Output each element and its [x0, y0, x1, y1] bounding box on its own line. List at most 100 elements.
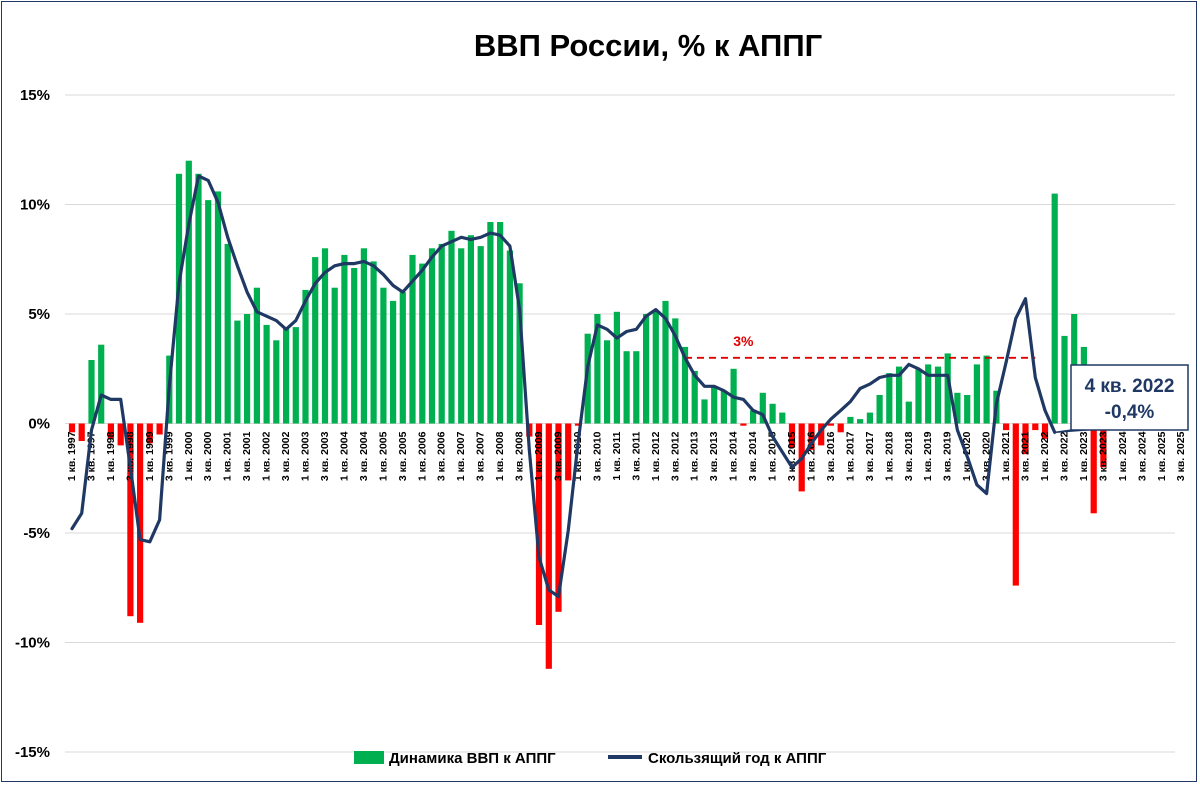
- rolling-year-line: [70, 174, 1057, 599]
- gdp-bar: [487, 222, 494, 424]
- x-tick-label: 3 кв. 2001: [241, 431, 253, 481]
- gdp-bar: [925, 364, 932, 424]
- gdp-bar: [1090, 423, 1097, 514]
- gdp-bar: [244, 314, 251, 424]
- gdp-bar: [185, 160, 192, 424]
- y-tick-label: 15%: [20, 87, 50, 104]
- gdp-bar: [711, 386, 718, 424]
- gdp-bar: [574, 423, 582, 426]
- gdp-bar: [477, 246, 484, 424]
- gdp-bar: [1003, 423, 1010, 431]
- gdp-bar: [837, 423, 844, 433]
- x-tick-label: 1 кв. 1997: [66, 431, 78, 481]
- gdp-bar: [224, 243, 231, 424]
- chart-title: ВВП России, % к АППГ: [474, 28, 822, 63]
- y-tick-label: -15%: [15, 744, 50, 761]
- x-tick-label: 3 кв. 2002: [280, 431, 292, 481]
- x-tick-label: 1 кв. 2025: [1156, 431, 1168, 481]
- gdp-bar: [360, 248, 367, 424]
- reference-line-group: 3%: [684, 333, 1036, 359]
- gdp-bar: [146, 423, 153, 444]
- x-tick-label: 1 кв. 2007: [455, 431, 467, 481]
- x-tick-label: 3 кв. 2010: [591, 431, 603, 481]
- gdp-bar: [516, 283, 523, 424]
- legend-line-label: Скользящий год к АППГ: [648, 750, 827, 767]
- gdp-bar: [458, 248, 465, 424]
- gdp-bar: [370, 261, 377, 424]
- gdp-bar: [720, 390, 727, 424]
- gdp-bar: [1022, 423, 1029, 455]
- gdp-bar: [896, 366, 903, 424]
- y-tick-label: 0%: [28, 416, 50, 433]
- gdp-bar: [623, 351, 630, 424]
- y-tick-label: 5%: [28, 306, 50, 323]
- gdp-bar: [944, 353, 951, 424]
- gdp-bar: [1061, 335, 1068, 424]
- gdp-bar: [390, 300, 397, 424]
- gdp-bar: [847, 416, 854, 424]
- gdp-bar: [234, 320, 241, 424]
- gdp-bar: [214, 191, 222, 424]
- gdp-bar: [769, 403, 776, 424]
- x-tick-label: 1 кв. 2017: [844, 431, 856, 481]
- gdp-bar: [399, 292, 406, 424]
- gdp-bar: [662, 300, 669, 424]
- x-tick-label: 1 кв. 2014: [728, 431, 740, 481]
- gdp-bar: [545, 423, 552, 669]
- gdp-bar: [779, 412, 786, 424]
- x-tick-label: 1 кв. 2000: [183, 431, 195, 481]
- gdp-bar: [1012, 423, 1019, 586]
- gdp-bar: [506, 250, 513, 424]
- gdp-bar: [555, 423, 562, 612]
- reference-line-label: 3%: [733, 333, 754, 349]
- gdp-bar: [341, 254, 348, 424]
- x-tick-label: 1 кв. 2018: [883, 431, 895, 481]
- gdp-bar: [1041, 423, 1049, 439]
- gdp-bar: [866, 412, 873, 424]
- legend-bar-swatch: [354, 751, 384, 764]
- x-tick-label: 3 кв. 2007: [475, 431, 487, 481]
- callout-period: 4 кв. 2022: [1085, 376, 1175, 397]
- gdp-bar: [759, 392, 766, 424]
- gdp-bar: [263, 324, 270, 424]
- gdp-bar: [98, 344, 105, 424]
- callout-value: -0,4%: [1105, 402, 1155, 423]
- x-tick-label: 1 кв. 2023: [1078, 431, 1090, 481]
- gdp-bar: [302, 289, 309, 424]
- x-tick-label: 1 кв. 2022: [1039, 431, 1051, 481]
- gdp-bar: [467, 235, 474, 424]
- gdp-bar: [876, 395, 883, 424]
- x-tick-label: 3 кв. 2016: [825, 431, 837, 481]
- legend-bar-label: Динамика ВВП к АППГ: [389, 750, 556, 767]
- x-tick-label: 1 кв. 2008: [494, 431, 506, 481]
- gdp-bar: [497, 222, 504, 424]
- gdp-bar: [273, 340, 280, 424]
- x-tick-label: 3 кв. 2006: [436, 431, 448, 481]
- y-axis-ticks: 15% 10% 5% 0% -5% -10% -15%: [15, 87, 50, 761]
- callout-box: [1070, 364, 1189, 431]
- rolling-year-line-group: [70, 174, 1057, 599]
- legend: Динамика ВВП к АППГ Скользящий год к АПП…: [354, 750, 827, 767]
- y-tick-label: -10%: [15, 635, 50, 652]
- gdp-bar: [886, 373, 893, 424]
- gdp-bar: [283, 327, 290, 424]
- gdp-bar: [750, 410, 757, 424]
- gdp-bar: [788, 423, 796, 448]
- gdp-bar: [205, 200, 212, 424]
- gdp-bar: [672, 318, 679, 424]
- gdp-bar: [701, 399, 708, 424]
- gdp-bar: [633, 351, 640, 424]
- gdp-bar: [954, 392, 961, 424]
- gdp-bar: [137, 423, 144, 623]
- gdp-bar: [857, 419, 864, 424]
- gdp-bar: [1100, 423, 1107, 468]
- x-tick-label: 1 кв. 2003: [300, 431, 312, 481]
- x-tick-label: 1 кв. 2021: [1000, 431, 1012, 481]
- x-tick-label: 3 кв. 2003: [319, 431, 331, 481]
- gdp-bar: [419, 263, 426, 424]
- gdp-bar: [905, 401, 912, 424]
- gdp-bar: [428, 248, 436, 424]
- gdp-bar: [973, 364, 980, 424]
- x-tick-label: 1 кв. 2006: [416, 431, 428, 481]
- gdp-bar: [613, 311, 620, 424]
